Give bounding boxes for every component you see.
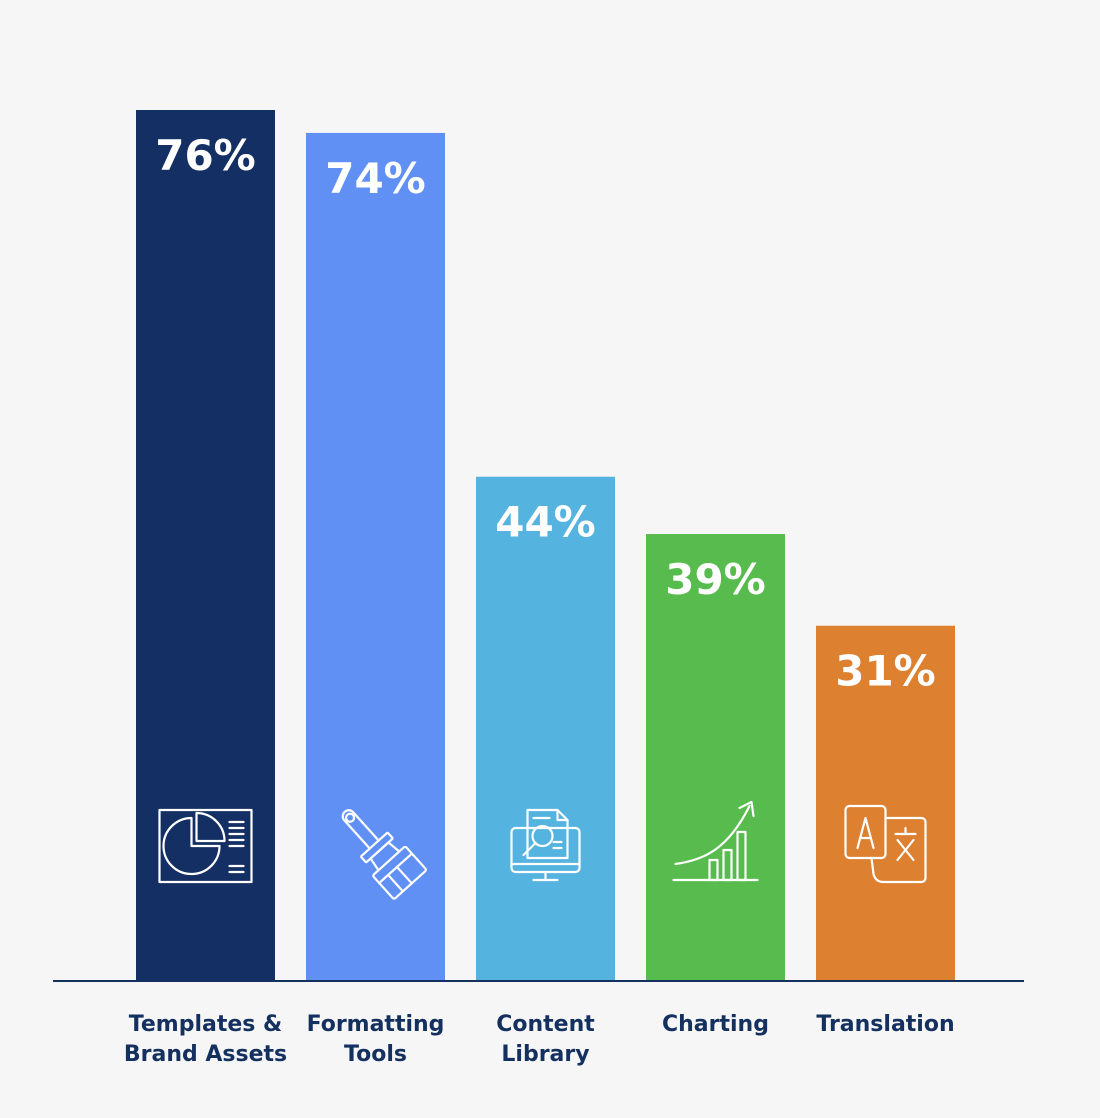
category-label-line: Brand Assets xyxy=(124,1042,287,1067)
bar-2 xyxy=(476,477,615,981)
bar-0 xyxy=(136,110,275,981)
category-label-line: Formatting xyxy=(307,1012,445,1037)
category-label-1: Formatting Tools xyxy=(307,1012,445,1067)
category-label-line: Content xyxy=(496,1012,595,1037)
category-label-0: Templates & Brand Assets xyxy=(124,1012,287,1067)
category-label-line: Translation xyxy=(816,1012,954,1037)
category-label-line: Library xyxy=(501,1042,589,1067)
bar-value-label-0: 76% xyxy=(155,131,256,180)
bar-value-label-1: 74% xyxy=(325,154,426,203)
bar-value-label-3: 39% xyxy=(665,555,766,604)
category-label-line: Charting xyxy=(662,1012,769,1037)
category-label-4: Translation xyxy=(816,1012,954,1037)
category-label-2: Content Library xyxy=(496,1012,595,1067)
category-label-3: Charting xyxy=(662,1012,769,1037)
bar-value-label-2: 44% xyxy=(495,498,596,547)
bar-value-label-4: 31% xyxy=(835,647,936,696)
category-label-line: Templates & xyxy=(129,1012,282,1037)
category-label-line: Tools xyxy=(344,1042,407,1067)
